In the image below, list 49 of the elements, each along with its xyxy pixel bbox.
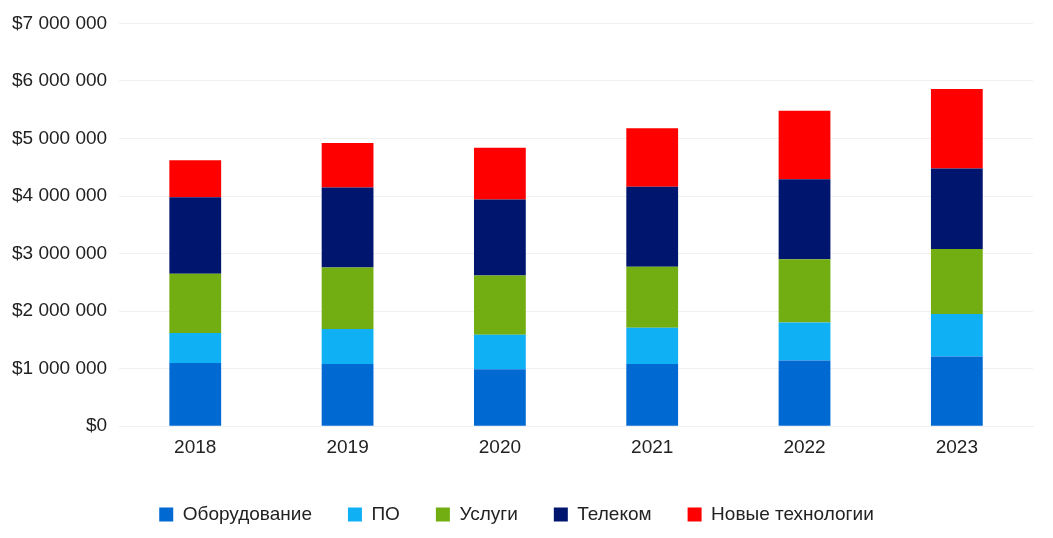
x-tick-label: 2018	[174, 435, 217, 457]
x-tick-label: 2021	[631, 435, 674, 457]
legend-label: Оборудование	[182, 502, 312, 524]
bar	[321, 267, 374, 329]
bar	[473, 199, 526, 276]
legend-label: Услуги	[459, 502, 518, 524]
y-tick-label: $3 000 000	[12, 241, 108, 263]
bar	[321, 364, 374, 426]
x-tick-label: 2019	[326, 435, 369, 457]
bar	[169, 332, 222, 363]
bar	[930, 248, 983, 314]
bar	[930, 356, 983, 426]
x-tick-label: 2020	[478, 435, 522, 457]
bar	[626, 186, 679, 267]
bar	[169, 273, 222, 333]
y-tick-label: $5 000 000	[12, 126, 108, 148]
bar	[169, 197, 222, 274]
x-tick-label: 2022	[783, 435, 826, 457]
bar	[626, 128, 679, 187]
y-tick-label: $1 000 000	[12, 356, 108, 378]
bar	[930, 168, 983, 249]
bar	[169, 362, 222, 426]
bar	[321, 187, 374, 268]
bar	[930, 313, 983, 357]
bar	[473, 275, 526, 335]
bar	[321, 143, 374, 188]
bar	[778, 322, 831, 361]
y-tick-label: $7 000 000	[12, 11, 108, 33]
bar	[473, 369, 526, 426]
bar	[930, 89, 983, 169]
legend-label: ПО	[371, 502, 400, 524]
bar	[626, 266, 679, 328]
bar	[626, 364, 679, 426]
legend-label: Телеком	[577, 502, 652, 524]
bar	[169, 160, 222, 198]
y-tick-label: $0	[85, 414, 108, 436]
bar	[473, 334, 526, 370]
x-tick-label: 2023	[935, 435, 978, 457]
bar	[321, 328, 374, 365]
y-tick-label: $6 000 000	[12, 69, 108, 91]
y-tick-label: $4 000 000	[12, 184, 108, 206]
y-tick-label: $2 000 000	[12, 299, 108, 321]
bar	[778, 360, 831, 426]
bar	[778, 259, 831, 323]
bar	[778, 179, 831, 260]
bar	[778, 110, 831, 180]
bar	[473, 147, 526, 200]
bar	[626, 327, 679, 365]
legend-label: Новые технологии	[711, 502, 874, 524]
